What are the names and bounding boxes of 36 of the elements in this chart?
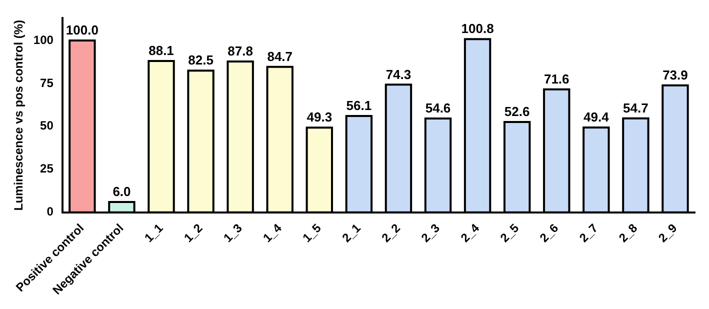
y-tick-label: 50 bbox=[40, 118, 54, 133]
data-label: 74.3 bbox=[386, 66, 412, 82]
data-label: 49.3 bbox=[306, 110, 332, 125]
y-tick-label: 0 bbox=[46, 204, 54, 219]
y-axis-title: Luminescence vs pos control (%) bbox=[12, 20, 26, 211]
data-label: 82.5 bbox=[188, 52, 214, 68]
data-label: 54.7 bbox=[623, 100, 648, 116]
data-label: 87.8 bbox=[228, 44, 253, 59]
data-label: 71.6 bbox=[544, 71, 570, 86]
x-tick-label: 1_4 bbox=[260, 220, 285, 246]
y-tick-label: 75 bbox=[40, 76, 54, 90]
data-label: 100.0 bbox=[66, 22, 98, 38]
data-label: 49.4 bbox=[584, 110, 610, 125]
x-tick-label: 2_6 bbox=[537, 220, 562, 246]
data-label: 52.6 bbox=[504, 104, 530, 120]
x-tick-label: 1_3 bbox=[220, 220, 246, 246]
x-tick-label: 2_9 bbox=[656, 220, 680, 246]
data-label: 6.0 bbox=[112, 184, 131, 200]
y-tick-label: 100 bbox=[33, 32, 54, 47]
data-label: 56.1 bbox=[346, 98, 372, 114]
x-tick-label: 2_5 bbox=[497, 220, 522, 246]
x-tick-label: 1_1 bbox=[142, 220, 166, 246]
x-tick-label: 1_2 bbox=[181, 220, 206, 246]
x-tick-label: 2_2 bbox=[378, 220, 404, 246]
x-tick-label: 2_8 bbox=[616, 220, 640, 246]
x-tick-label: 2_4 bbox=[458, 220, 482, 246]
x-tick-label: 2_1 bbox=[339, 220, 364, 246]
x-tick-label: 1_5 bbox=[300, 220, 324, 246]
data-label: 100.8 bbox=[461, 21, 494, 36]
x-tick-label: 2_7 bbox=[576, 220, 601, 246]
x-tick-label: 2_3 bbox=[418, 220, 443, 246]
y-tick-label: 25 bbox=[40, 162, 54, 176]
data-label: 54.6 bbox=[425, 100, 451, 116]
data-label: 73.9 bbox=[662, 67, 688, 82]
data-label: 88.1 bbox=[148, 43, 174, 58]
data-label: 84.7 bbox=[267, 48, 293, 64]
